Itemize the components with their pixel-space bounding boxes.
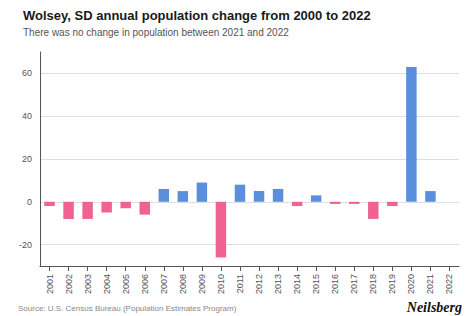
svg-text:2007: 2007	[159, 274, 169, 294]
svg-text:2005: 2005	[121, 274, 131, 294]
svg-text:2014: 2014	[292, 274, 302, 294]
svg-text:2009: 2009	[197, 274, 207, 294]
svg-text:-20: -20	[19, 240, 32, 250]
svg-text:Wolsey, SD annual population c: Wolsey, SD annual population change from…	[23, 8, 371, 23]
svg-text:60: 60	[22, 68, 32, 78]
svg-text:2020: 2020	[406, 274, 416, 294]
svg-text:2017: 2017	[349, 274, 359, 294]
svg-text:2013: 2013	[273, 274, 283, 294]
svg-text:2022: 2022	[444, 274, 454, 294]
svg-text:2010: 2010	[216, 274, 226, 294]
svg-text:2016: 2016	[330, 274, 340, 294]
svg-text:2003: 2003	[83, 274, 93, 294]
svg-text:2021: 2021	[425, 274, 435, 294]
svg-text:2006: 2006	[140, 274, 150, 294]
svg-text:2019: 2019	[387, 274, 397, 294]
svg-text:2002: 2002	[64, 274, 74, 294]
svg-text:2004: 2004	[102, 274, 112, 294]
svg-text:Source: U.S. Census Bureau (Po: Source: U.S. Census Bureau (Population E…	[18, 304, 237, 313]
svg-text:2011: 2011	[235, 274, 245, 293]
svg-text:There was no change in populat: There was no change in population betwee…	[23, 27, 289, 38]
svg-text:2015: 2015	[311, 274, 321, 294]
svg-text:2001: 2001	[45, 274, 55, 294]
svg-text:2008: 2008	[178, 274, 188, 294]
svg-text:40: 40	[22, 111, 32, 121]
svg-text:0: 0	[27, 197, 32, 207]
svg-text:20: 20	[22, 154, 32, 164]
svg-text:2012: 2012	[254, 274, 264, 294]
svg-text:2018: 2018	[368, 274, 378, 294]
svg-text:Neilsberg: Neilsberg	[406, 300, 462, 315]
